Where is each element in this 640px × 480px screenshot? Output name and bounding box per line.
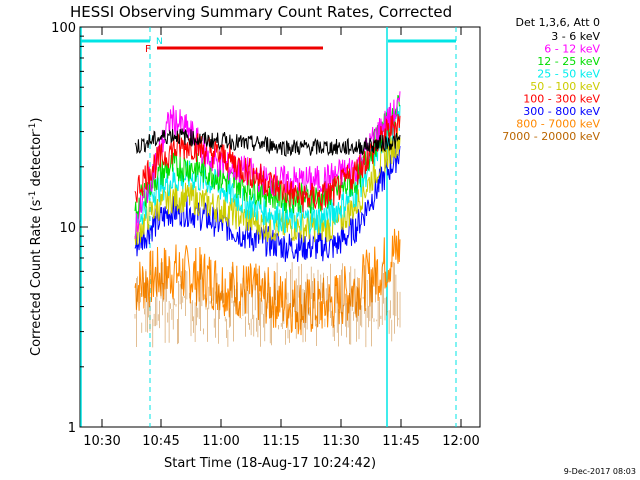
legend-entry: 3 - 6 keV: [551, 30, 600, 43]
legend-entry: 100 - 300 keV: [523, 93, 600, 106]
chart-title: HESSI Observing Summary Count Rates, Cor…: [70, 3, 452, 21]
y-axis-label: Corrected Count Rate (s-1 detector-1): [28, 118, 44, 356]
legend-entry: 12 - 25 keV: [537, 55, 600, 68]
x-tick-label: 10:45: [142, 434, 179, 449]
x-tick-label: 11:00: [202, 434, 239, 449]
x-tick-label: 11:45: [382, 434, 419, 449]
legend-entry: 800 - 7000 keV: [516, 118, 600, 131]
series-line: [134, 261, 401, 348]
x-axis-label: Start Time (18-Aug-17 10:24:42): [164, 456, 376, 471]
render-timestamp: 9-Dec-2017 08:03: [564, 467, 636, 476]
legend-entry: 6 - 12 keV: [544, 43, 600, 56]
x-tick-label: 10:30: [83, 434, 120, 449]
y-tick-label: 100: [51, 21, 76, 36]
x-tick-label: 12:00: [442, 434, 479, 449]
y-tick-label: 10: [59, 221, 76, 236]
legend-header: Det 1,3,6, Att 0: [516, 16, 600, 29]
legend-entry: 25 - 50 keV: [537, 68, 600, 81]
series-line: [134, 128, 401, 157]
legend-entry: 300 - 800 keV: [523, 105, 600, 118]
y-tick-label: 1: [68, 421, 76, 436]
flare-flag-label: F: [145, 44, 151, 55]
series-line: [134, 91, 401, 239]
series-layer: [134, 91, 401, 348]
legend-entry: 50 - 100 keV: [530, 80, 600, 93]
x-axis: 10:30 10:45 11:00 11:15 11:30 11:45 12:00: [83, 27, 480, 449]
y-axis: 1 10 100: [51, 21, 88, 436]
x-tick-label: 11:15: [262, 434, 299, 449]
legend-entry: 7000 - 20000 keV: [502, 130, 600, 143]
x-tick-label: 11:30: [322, 434, 359, 449]
flag-layer: NF: [145, 37, 163, 55]
night-flag-label: N: [156, 37, 163, 47]
